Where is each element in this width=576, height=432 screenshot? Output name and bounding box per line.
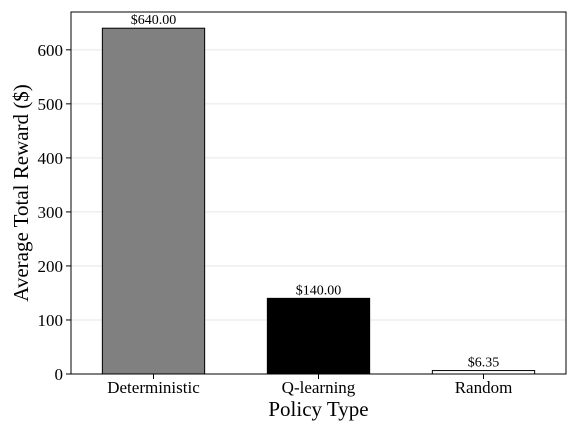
- bar-data-label: $640.00: [131, 13, 177, 28]
- bars: [101, 27, 536, 375]
- y-tick-label: 400: [38, 149, 64, 168]
- x-axis-title: Policy Type: [268, 397, 368, 421]
- x-axis-ticks: Deterministic Q-learning Random: [107, 374, 512, 397]
- bar-data-label: $6.35: [468, 356, 500, 371]
- x-tick-label: Deterministic: [107, 378, 200, 397]
- x-tick-label: Random: [455, 378, 513, 397]
- y-axis-title: Average Total Reward ($): [9, 84, 33, 302]
- y-tick-label: 100: [38, 311, 64, 330]
- bar-random: [431, 370, 536, 375]
- y-tick-label: 300: [38, 203, 64, 222]
- bar-deterministic: [101, 27, 206, 375]
- y-tick-label: 500: [38, 95, 64, 114]
- bar-q-learning: [266, 297, 371, 375]
- y-tick-label: 600: [38, 41, 64, 60]
- bar-data-label: $140.00: [296, 283, 342, 298]
- y-tick-label: 200: [38, 257, 64, 276]
- y-axis-ticks: 0 100 200 300 400 500 600: [38, 41, 71, 384]
- data-labels: $640.00 $140.00 $6.35: [131, 13, 500, 370]
- y-tick-label: 0: [55, 365, 64, 384]
- x-tick-label: Q-learning: [282, 378, 356, 397]
